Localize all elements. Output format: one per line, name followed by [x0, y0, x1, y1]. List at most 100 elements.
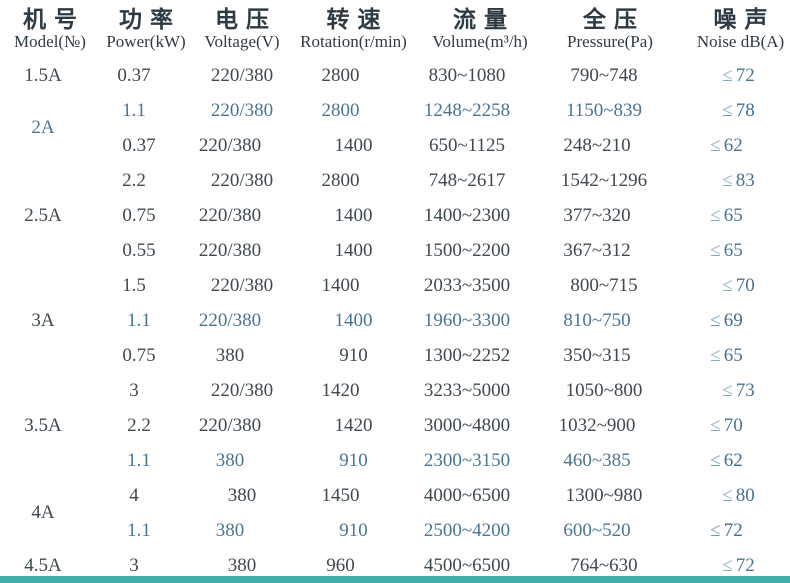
volume-cell: 2500~4200	[423, 519, 511, 541]
model-cell: 3.5A	[24, 414, 62, 436]
rotation-cell: 960	[326, 554, 355, 576]
noise-cell: ≤69	[675, 303, 790, 338]
noise-cell: ≤70	[675, 408, 790, 443]
bottom-accent-bar	[0, 576, 790, 583]
table-row: 3A 1.5 220/380 1400 2033~3500 800~715 ≤70	[0, 268, 790, 331]
less-equal-icon: ≤	[710, 344, 721, 366]
voltage-cell: 380	[215, 519, 245, 541]
noise-cell: ≤80	[675, 478, 790, 513]
pressure-cell: 600~520	[563, 519, 631, 541]
col-header-voltage-zh: 电压	[215, 5, 277, 32]
pressure-cell: 248~210	[563, 134, 631, 156]
less-equal-icon: ≤	[710, 204, 721, 226]
volume-cell: 2300~3150	[423, 449, 511, 471]
noise-value: 72	[723, 519, 743, 541]
pressure-cell: 367~312	[563, 239, 631, 261]
col-header-volume: 流量 Volume(m³/h)	[415, 0, 545, 58]
power-cell: 1.1	[127, 309, 151, 331]
pressure-cell: 1542~1296	[560, 169, 648, 191]
table-row: 1.5A 0.37 220/380 2800 830~1080 790~748 ≤72	[0, 58, 790, 93]
volume-cell: 4500~6500	[423, 554, 511, 576]
model-cell: 2.5A	[24, 204, 62, 226]
col-header-voltage-en: Voltage(V)	[204, 31, 280, 51]
col-header-rotation-en: Rotation(r/min)	[300, 31, 407, 51]
table-row: 0.75 380 910 1300~2252 350~315 ≤65	[0, 338, 790, 373]
less-equal-icon: ≤	[710, 309, 721, 331]
voltage-cell: 220/380	[198, 414, 262, 436]
col-header-pressure: 全压 Pressure(Pa)	[545, 0, 675, 58]
power-cell: 0.37	[117, 64, 151, 86]
less-equal-icon: ≤	[722, 554, 733, 576]
col-header-noise-zh: 噪声	[713, 5, 776, 32]
voltage-cell: 220/380	[210, 274, 274, 296]
voltage-cell: 220/380	[210, 99, 274, 121]
less-equal-icon: ≤	[722, 64, 733, 86]
model-cell: 2A	[31, 117, 55, 138]
col-header-model: 机号 Model(№)	[0, 0, 100, 58]
noise-cell: ≤72	[675, 548, 790, 583]
pressure-cell: 1150~839	[565, 99, 643, 121]
model-cell: 3A	[31, 309, 55, 331]
table-row: 3.5A 3 220/380 1420 3233~5000 1050~800 ≤73	[0, 373, 790, 436]
volume-cell: 1300~2252	[423, 344, 511, 366]
less-equal-icon: ≤	[710, 519, 721, 541]
power-cell: 1.1	[127, 519, 151, 541]
volume-cell: 3233~5000	[423, 379, 511, 401]
volume-cell: 4000~6500	[423, 484, 511, 506]
voltage-cell: 220/380	[210, 379, 274, 401]
rotation-cell: 1420	[334, 414, 373, 436]
col-header-power-en: Power(kW)	[106, 31, 186, 51]
voltage-cell: 380	[215, 449, 245, 471]
table-row: 0.37 220/380 1400 650~1125 248~210 ≤62	[0, 128, 790, 163]
rotation-cell: 1400	[321, 274, 360, 296]
pressure-cell: 377~320	[563, 204, 631, 226]
table-row: 0.55 220/380 1400 1500~2200 367~312 ≤65	[0, 233, 790, 268]
volume-cell: 748~2617	[428, 169, 506, 191]
col-header-model-zh: 机号	[23, 5, 85, 32]
voltage-cell: 220/380	[210, 64, 274, 86]
volume-cell: 830~1080	[428, 64, 506, 86]
col-header-volume-en: Volume(m³/h)	[432, 31, 528, 51]
rotation-cell: 910	[339, 449, 368, 471]
less-equal-icon: ≤	[722, 484, 733, 506]
rotation-cell: 1400	[334, 204, 373, 226]
col-header-noise-en: Noise dB(A)	[696, 31, 785, 51]
pressure-cell: 460~385	[563, 449, 631, 471]
table-row: 2.2 220/380 1420 3000~4800 1032~900 ≤70	[0, 408, 790, 443]
col-header-volume-zh: 流量	[453, 5, 515, 32]
pressure-cell: 1300~980	[565, 484, 643, 506]
volume-cell: 3000~4800	[423, 414, 511, 436]
noise-cell: ≤73	[675, 373, 790, 408]
volume-cell: 650~1125	[428, 134, 506, 156]
pressure-cell: 1050~800	[565, 379, 643, 401]
noise-value: 69	[723, 309, 743, 331]
power-cell: 0.55	[122, 239, 156, 261]
power-cell: 1.1	[127, 449, 151, 471]
voltage-cell: 380	[227, 554, 257, 576]
noise-cell: ≤72	[675, 513, 790, 548]
noise-value: 62	[723, 449, 743, 471]
table-row: 2.5A 2.2 220/380 2800 748~2617 1542~1296 ≤83	[0, 163, 790, 226]
table-row: 4A 4 380 1450 4000~6500 1300~980 ≤80	[0, 478, 790, 524]
col-header-model-en: Model(№)	[14, 31, 86, 51]
less-equal-icon: ≤	[710, 414, 721, 436]
noise-cell: ≤72	[675, 58, 790, 93]
power-cell: 4	[129, 484, 139, 506]
pressure-cell: 764~630	[570, 554, 638, 576]
voltage-cell: 380	[227, 484, 257, 506]
noise-cell: ≤65	[675, 338, 790, 373]
less-equal-icon: ≤	[722, 379, 733, 401]
power-cell: 1.5	[122, 274, 146, 296]
rotation-cell: 1450	[321, 484, 360, 506]
noise-value: 80	[735, 484, 755, 506]
pressure-cell: 790~748	[570, 64, 638, 86]
noise-value: 70	[723, 414, 743, 436]
table-row: 1.1 380 910 2500~4200 600~520 ≤72	[0, 513, 790, 548]
rotation-cell: 1420	[321, 379, 360, 401]
less-equal-icon: ≤	[722, 274, 733, 296]
model-cell: 1.5A	[24, 64, 62, 86]
col-header-power-zh: 功率	[119, 5, 181, 32]
rotation-cell: 2800	[321, 64, 360, 86]
noise-value: 83	[735, 169, 755, 191]
